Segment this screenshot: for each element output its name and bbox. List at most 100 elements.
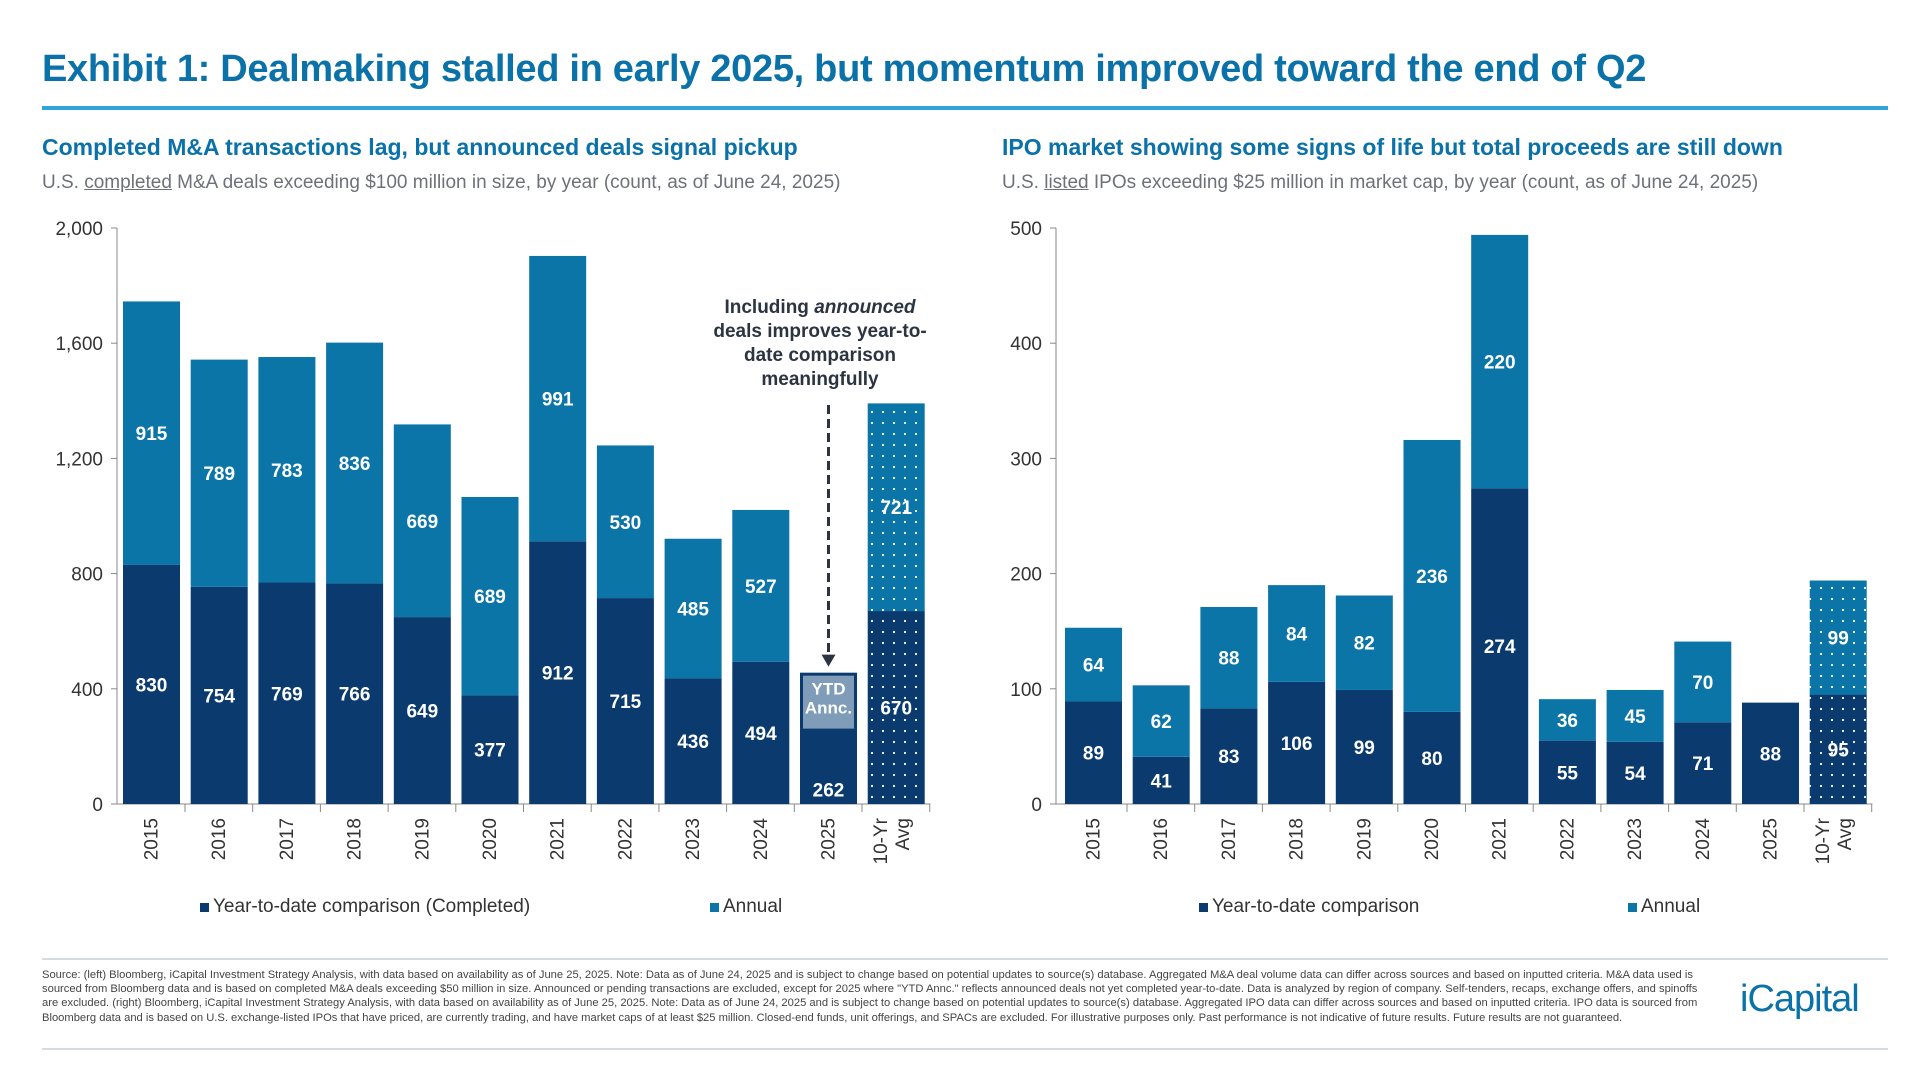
data-label-ytd: 80: [1421, 749, 1442, 770]
legend-label: Year-to-date comparison: [1212, 896, 1420, 917]
legend-swatch: [710, 902, 719, 912]
data-label-ytd: 41: [1151, 771, 1173, 792]
x-tick-label: 2017: [1219, 818, 1240, 860]
x-tick-label: 2024: [1693, 818, 1714, 861]
data-label-ytd: 89: [1083, 744, 1104, 765]
annot-text: deals improves year-to-date comparison m…: [713, 321, 927, 390]
bar-ytd: [1268, 681, 1326, 804]
x-tick-label: 2023: [1625, 818, 1646, 860]
x-tick-label: 2018: [1287, 818, 1308, 860]
x-tick-label: 2019: [1354, 818, 1375, 860]
x-tick-label: 2016: [209, 818, 230, 860]
x-tick-label: 2020: [1422, 818, 1443, 860]
bar-annual: [1606, 689, 1664, 742]
bar-ytd: [732, 661, 790, 804]
y-tick-label: 2,000: [55, 219, 103, 240]
ma-deals-chart: 0 400 800 1,200 1,600 2,000 830 915 2015 754 789 20…: [55, 219, 931, 864]
x-tick-label: 2019: [412, 818, 433, 860]
y-tick-label: 100: [1010, 680, 1042, 701]
x-tick-label: 2015: [1084, 818, 1105, 860]
bar-annual: [664, 538, 722, 679]
bar-annual: [732, 509, 790, 662]
annot-text: Including: [724, 297, 815, 318]
x-tick-label: 2022: [1557, 818, 1578, 860]
bar-ytd: [1132, 756, 1190, 804]
legend-label: Year-to-date comparison (Completed): [213, 896, 531, 917]
data-label-annual: 485: [677, 600, 709, 621]
legend-label: Annual: [723, 896, 783, 917]
data-label-ytd: 95: [1828, 740, 1850, 761]
bar-ytd: [326, 583, 384, 804]
x-tick-label: 2022: [615, 818, 636, 860]
legend-label: Annual: [1641, 896, 1701, 917]
bar-annual: [596, 445, 654, 599]
exhibit-title: Exhibit 1: Dealmaking stalled in early 2…: [42, 48, 1647, 90]
data-label-annual: 789: [203, 464, 235, 485]
data-label-ytd: 670: [880, 699, 912, 720]
x-tick-label: 2025: [1761, 818, 1782, 860]
icapital-logo: iCapital: [1740, 978, 1860, 1020]
data-label-annual: 99: [1828, 629, 1849, 650]
y-tick-label: 0: [92, 795, 103, 816]
right-chart-subtitle: IPO market showing some signs of life bu…: [1002, 134, 1783, 160]
y-tick-label: 200: [1010, 565, 1042, 586]
data-label-annual: 64: [1083, 656, 1105, 677]
bar-ytd: [461, 695, 519, 804]
bar-ytd: [664, 678, 722, 804]
bar-ytd: [800, 728, 857, 804]
x-tick-label: 2015: [142, 818, 163, 860]
data-label-annual: 36: [1557, 711, 1578, 732]
source-footnote: Source: (left) Bloomberg, iCapital Inves…: [42, 969, 1698, 1024]
bar-annual: [258, 357, 316, 583]
desc-text: U.S.: [1002, 172, 1045, 193]
data-label-ytd: 830: [136, 675, 168, 696]
bar-ytd: [1538, 740, 1596, 804]
bar-ytd-announced: [803, 675, 854, 729]
bar-annual: [529, 255, 587, 542]
data-label-annual: 530: [610, 513, 642, 534]
data-label-ytd: 769: [271, 684, 303, 705]
bar-ytd: [867, 611, 925, 804]
data-label-annual: 88: [1218, 649, 1239, 670]
bar-annual: [867, 403, 925, 612]
data-label-annual: 721: [880, 498, 912, 519]
y-tick-label: 0: [1031, 795, 1042, 816]
desc-underlined: listed: [1044, 172, 1089, 193]
bar-ytd: [1471, 488, 1529, 804]
data-label-ytd: 274: [1484, 637, 1516, 658]
bar-annual: [1538, 699, 1596, 741]
data-label-annual: 70: [1692, 673, 1713, 694]
x-tick-label: 10-Yr: [871, 817, 892, 864]
data-label-ytd: 55: [1557, 763, 1579, 784]
bar-ytd: [1809, 694, 1867, 804]
data-label-annual: 45: [1625, 707, 1647, 728]
footer-rule-top: [42, 958, 1888, 960]
bar-ytd: [1606, 741, 1664, 804]
data-label-annual: 527: [745, 577, 777, 598]
legend-swatch: [1199, 902, 1208, 912]
data-label-ytd: 494: [745, 724, 777, 745]
desc-text: U.S.: [42, 172, 85, 193]
bar-ytd: [1200, 708, 1258, 804]
desc-text: IPOs exceeding $25 million in market cap…: [1088, 172, 1759, 193]
data-label-ytd: 715: [610, 692, 642, 713]
bar-ytd: [529, 541, 587, 804]
y-tick-label: 400: [1010, 334, 1042, 355]
data-label-annual: 689: [474, 587, 506, 608]
data-label-annual: 220: [1484, 353, 1516, 374]
bar-annual: [1674, 641, 1732, 723]
right-legend-annual: Annual: [1628, 896, 1700, 918]
x-tick-label: Avg: [1835, 818, 1856, 850]
legend-swatch: [1628, 902, 1637, 912]
data-label-ytd: 754: [203, 686, 235, 707]
data-label-ytd: 99: [1354, 738, 1375, 759]
bar-ytd: [1403, 711, 1461, 804]
left-chart-description: U.S. completed M&A deals exceeding $100 …: [42, 172, 840, 194]
arrow-head-icon: [821, 654, 836, 667]
data-label-annual: 236: [1416, 567, 1448, 588]
data-label-annual: 836: [339, 454, 371, 475]
data-label-annual: 62: [1151, 712, 1172, 733]
x-tick-label: 2024: [751, 818, 772, 861]
bar-annual: [1065, 627, 1122, 702]
x-tick-label: 2018: [345, 818, 366, 860]
